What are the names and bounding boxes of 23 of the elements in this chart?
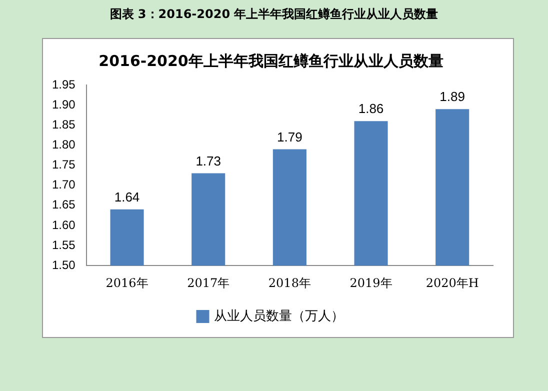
y-tick-label: 1.95 bbox=[52, 77, 76, 92]
data-label: 1.89 bbox=[440, 89, 465, 104]
chart-title: 2016-2020年上半年我国红鳟鱼行业从业人员数量 bbox=[98, 52, 444, 70]
y-tick-label: 1.90 bbox=[52, 97, 76, 112]
data-label: 1.73 bbox=[196, 153, 222, 168]
y-tick-label: 1.55 bbox=[52, 238, 76, 252]
data-label: 1.79 bbox=[277, 129, 302, 144]
y-tick-label: 1.75 bbox=[52, 158, 76, 172]
x-tick-label: 2020年H bbox=[426, 276, 479, 290]
y-tick-label: 1.70 bbox=[52, 178, 76, 192]
text: 图表 3：2016-2020 年上半年我国红鳟鱼行业从业人员数量 bbox=[108, 6, 440, 23]
data-label: 1.64 bbox=[114, 189, 140, 204]
data-label: 1.86 bbox=[358, 101, 384, 116]
x-tick-label: 2016年 bbox=[106, 276, 148, 290]
legend-label: 从业人员数量（万人） bbox=[214, 308, 344, 324]
y-tick-label: 1.65 bbox=[52, 198, 76, 212]
y-tick-label: 1.60 bbox=[52, 218, 76, 232]
y-tick-label: 1.85 bbox=[52, 117, 76, 132]
x-tick-label: 2018年 bbox=[268, 276, 311, 290]
x-tick-label: 2017年 bbox=[187, 276, 230, 290]
x-tick-label: 2019年 bbox=[350, 276, 392, 290]
y-tick-label: 1.50 bbox=[52, 258, 76, 272]
y-tick-label: 1.80 bbox=[52, 138, 76, 152]
